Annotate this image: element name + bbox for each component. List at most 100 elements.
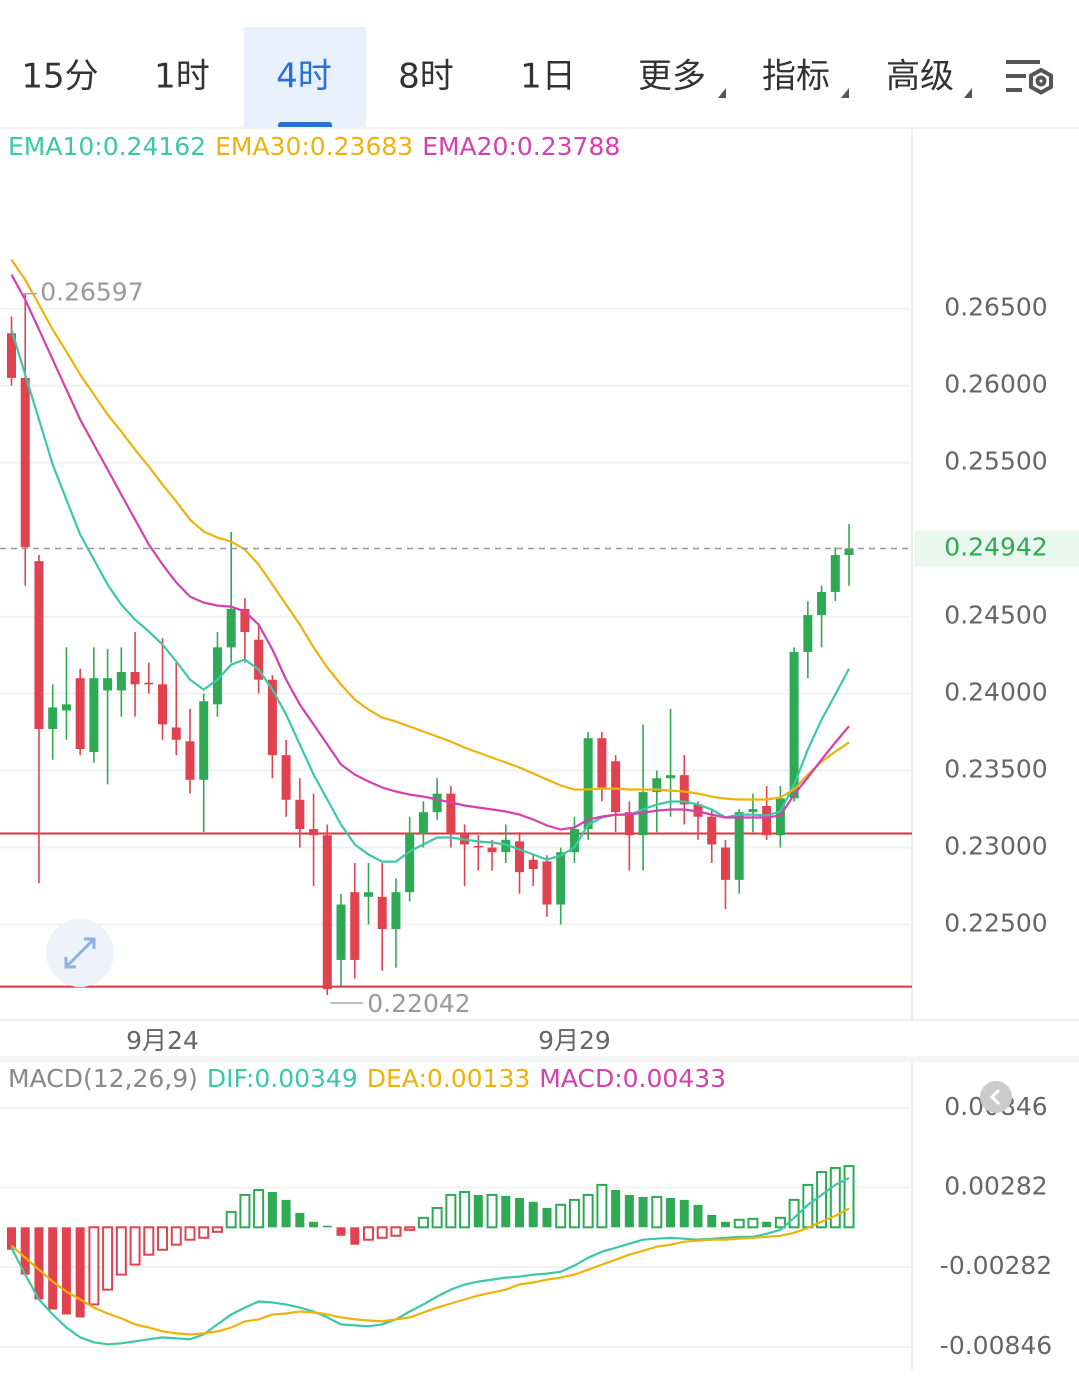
y-tick-label: 0.26500 <box>944 293 1047 322</box>
timeframe-tab[interactable]: 15分 <box>21 57 98 97</box>
candle-body <box>556 852 566 905</box>
candle-body <box>254 639 264 680</box>
candle-body <box>583 738 593 830</box>
macd-bar <box>184 1226 196 1241</box>
candle-body <box>295 799 305 830</box>
macd-bar <box>733 1218 745 1229</box>
y-tick-label: 0.23500 <box>944 755 1047 784</box>
candle-body <box>542 861 552 905</box>
candle-body <box>830 554 840 592</box>
candle-body <box>89 678 99 753</box>
candle-body <box>501 839 511 853</box>
timeframe-tab[interactable]: 更多 <box>638 57 706 97</box>
macd-bar <box>568 1198 580 1229</box>
candle-body <box>116 672 126 691</box>
macd-bar <box>624 1194 634 1228</box>
candle-body <box>20 377 30 548</box>
macd-bar <box>20 1227 30 1275</box>
macd-bar <box>596 1183 608 1229</box>
macd-bar <box>473 1194 483 1228</box>
macd-bar <box>336 1227 346 1236</box>
dropdown-arrow <box>841 88 849 98</box>
macd-bar <box>693 1204 703 1228</box>
candle-body <box>844 548 854 555</box>
indicator-line <box>10 1207 850 1336</box>
candle-body <box>377 896 387 930</box>
timeframe-tab[interactable]: 指标 <box>762 57 830 97</box>
macd-bar <box>555 1203 567 1229</box>
candle-body <box>418 812 428 834</box>
macd-bar <box>157 1226 169 1251</box>
macd-bar <box>129 1226 141 1266</box>
timeframe-tab[interactable]: 1时 <box>154 57 210 97</box>
macd-bar <box>281 1199 291 1228</box>
macd-bar <box>747 1217 759 1229</box>
candle-body <box>775 798 785 836</box>
candle-body <box>569 829 579 853</box>
macd-bar <box>707 1214 717 1228</box>
y-tick-label: 0.00282 <box>944 1171 1047 1200</box>
timeframe-tab[interactable]: 1日 <box>520 57 576 97</box>
macd-bar <box>88 1226 100 1306</box>
macd-bar <box>638 1196 648 1228</box>
macd-bar <box>762 1221 772 1228</box>
candle-body <box>130 672 140 685</box>
legend-entry: DEA:0.00133 <box>367 1064 531 1093</box>
macd-bar <box>501 1195 511 1228</box>
timeframe-tab[interactable]: 4时 <box>276 57 332 97</box>
candle-body <box>707 816 717 845</box>
timeframe-tab[interactable]: 高级 <box>886 57 954 97</box>
macd-bar <box>309 1221 319 1228</box>
macd-bar <box>611 1190 621 1228</box>
candle-body <box>748 809 758 813</box>
candle-body <box>734 812 744 880</box>
macd-bar <box>115 1226 127 1276</box>
settings-icon[interactable] <box>1006 60 1053 95</box>
macd-bar <box>211 1226 223 1233</box>
macd-bar <box>720 1221 730 1228</box>
candle-body <box>158 684 168 725</box>
indicator-line <box>10 259 850 801</box>
indicator-line <box>10 329 850 863</box>
legend-entry: DIF:0.00349 <box>207 1064 358 1093</box>
macd-bar <box>486 1193 498 1229</box>
macd-bar <box>431 1206 443 1229</box>
candle-body <box>528 859 538 870</box>
macd-bar <box>350 1227 360 1245</box>
candle-body <box>446 793 456 834</box>
macd-bar <box>143 1226 155 1256</box>
candle-body <box>267 679 277 756</box>
candle-body <box>240 608 250 632</box>
y-tick-label: -0.00282 <box>940 1251 1052 1280</box>
last-price-box <box>914 530 1079 567</box>
timeframe-tab[interactable]: 8时 <box>398 57 454 97</box>
close-badge[interactable] <box>980 1081 1012 1113</box>
last-price-label: 0.24942 <box>944 533 1047 562</box>
panel-separator <box>0 1056 1079 1062</box>
macd-bar <box>61 1227 71 1315</box>
macd-bar <box>829 1166 841 1229</box>
candle-body <box>61 704 71 711</box>
macd-bar <box>48 1227 58 1310</box>
expand-button[interactable] <box>46 919 114 987</box>
macd-bar <box>390 1226 402 1237</box>
candle-body <box>212 647 222 705</box>
candle-body <box>171 727 181 740</box>
candle-body <box>762 805 772 836</box>
candle-body <box>336 904 346 960</box>
candle-body <box>144 682 154 685</box>
legend-entry: EMA10:0.24162 <box>8 132 206 161</box>
legend-entry: MACD:0.00433 <box>539 1064 726 1093</box>
x-tick-label: 9月29 <box>538 1026 611 1055</box>
candle-body <box>309 829 319 836</box>
legend-entry: EMA20:0.23788 <box>422 132 620 161</box>
candle-body <box>803 615 813 652</box>
macd-bar <box>75 1227 85 1318</box>
y-tick-label: 0.22500 <box>944 909 1047 938</box>
dropdown-arrow <box>718 88 726 98</box>
macd-bar <box>774 1216 786 1229</box>
y-tick-label: -0.00846 <box>940 1331 1052 1360</box>
candle-body <box>226 608 236 648</box>
macd-bar <box>376 1226 388 1239</box>
